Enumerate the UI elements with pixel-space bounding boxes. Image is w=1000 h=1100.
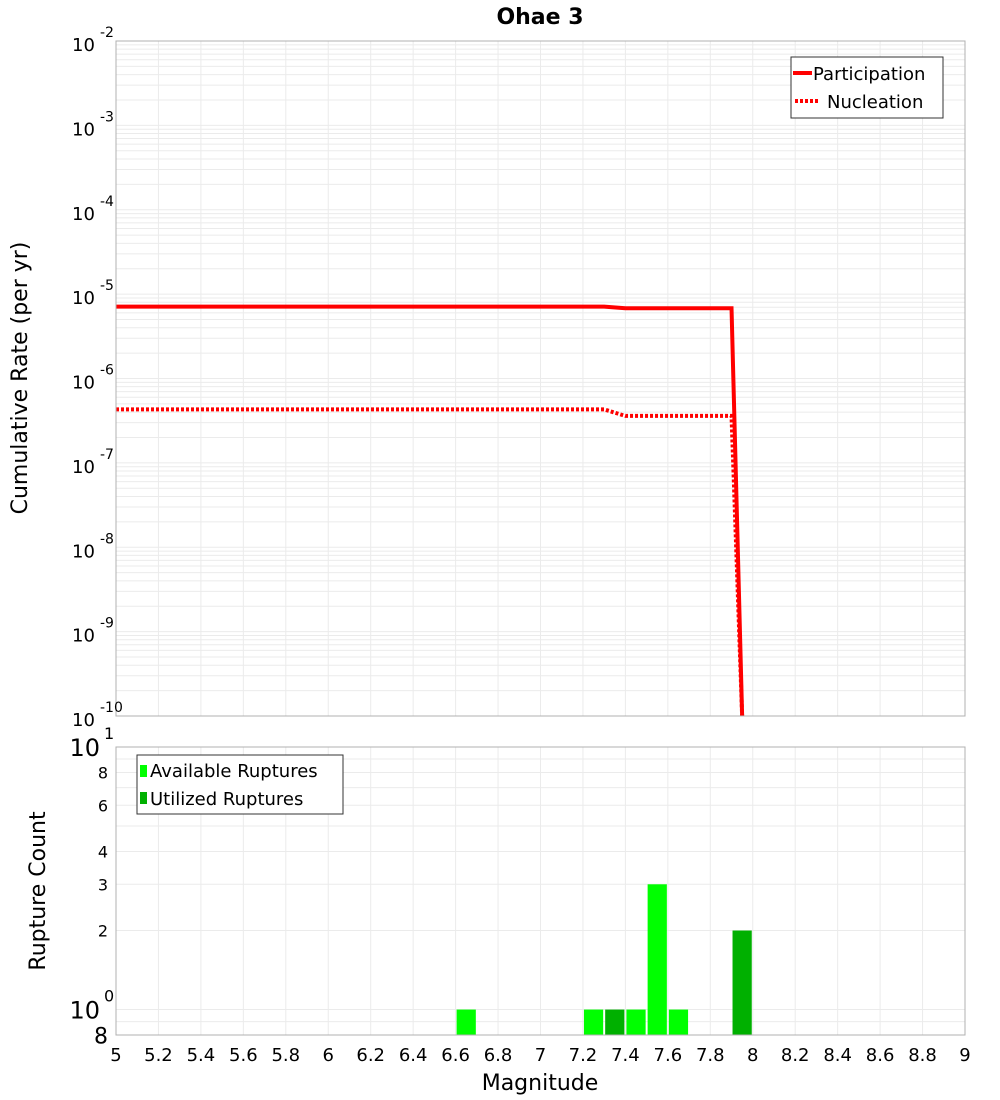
y-tick-exponent: -10	[100, 700, 123, 716]
top-grid	[116, 41, 966, 716]
y-tick-exponent: -7	[100, 447, 114, 463]
bottom-legend: Available Ruptures Utilized Ruptures	[136, 754, 344, 815]
rupture-bar	[732, 930, 752, 1035]
y-tick-label: 10	[69, 734, 100, 762]
legend-utilized: Utilized Ruptures	[150, 789, 303, 810]
y-tick-label: 8	[98, 764, 108, 783]
x-tick-label: 8.4	[823, 1045, 852, 1066]
x-tick-label: 5.2	[144, 1045, 173, 1066]
y-tick-label: 10	[72, 373, 95, 394]
y-tick-label: 10	[72, 288, 95, 309]
y-tick-label: 10	[69, 997, 100, 1025]
y-tick-label: 8	[94, 1024, 108, 1049]
x-tick-label: 5	[110, 1045, 121, 1066]
bottom-y-axis-label: Rupture Count	[26, 811, 51, 971]
x-tick-label: 7	[535, 1045, 546, 1066]
x-tick-label: 6.8	[484, 1045, 513, 1066]
participation-line	[116, 304, 745, 717]
y-tick-label: 10	[72, 457, 95, 478]
x-tick-label: 8.2	[781, 1045, 810, 1066]
legend-available: Available Ruptures	[150, 761, 318, 782]
x-tick-label: 6	[323, 1045, 334, 1066]
chart-title: Ohae 3	[496, 5, 583, 30]
rate-series	[116, 304, 745, 717]
y-tick-label: 10	[72, 626, 95, 647]
y-tick-exponent: -4	[100, 194, 114, 210]
top-y-ticks: 10 -2 10 -3 10 -4 10 -5 10 -6 10 -7 10 -8 10 -9 10 -10	[72, 25, 123, 731]
y-tick-exponent: -9	[100, 616, 114, 632]
y-tick-label: 10	[72, 35, 95, 56]
y-tick-exponent: 0	[104, 987, 114, 1006]
y-tick-label: 10	[72, 204, 95, 225]
x-tick-label: 7.6	[654, 1045, 683, 1066]
x-tick-label: 5.8	[271, 1045, 300, 1066]
y-tick-label: 10	[72, 710, 95, 731]
available-swatch	[140, 765, 147, 777]
y-tick-label: 2	[98, 922, 108, 941]
x-tick-label: 7.8	[696, 1045, 725, 1066]
utilized-swatch	[140, 792, 147, 804]
cumulative-rate-plot: 10 -2 10 -3 10 -4 10 -5 10 -6 10 -7 10 -8 10 -9 10 -10 Cu…	[8, 25, 966, 731]
rupture-bar	[583, 1009, 604, 1035]
y-tick-exponent: -6	[100, 363, 114, 379]
x-axis-label: Magnitude	[482, 1071, 599, 1096]
x-tick-label: 6.2	[356, 1045, 385, 1066]
x-tick-label: 5.6	[229, 1045, 258, 1066]
x-tick-label: 6.4	[399, 1045, 428, 1066]
y-tick-label: 10	[72, 541, 95, 562]
top-legend: Participation Nucleation	[790, 56, 944, 119]
rupture-bar	[647, 884, 667, 1035]
x-tick-label: 7.4	[611, 1045, 640, 1066]
y-tick-label: 10	[72, 119, 95, 140]
legend-nucleation: Nucleation	[827, 92, 923, 113]
x-tick-label: 5.4	[187, 1045, 216, 1066]
y-tick-exponent: -3	[100, 109, 114, 125]
rupture-bars	[456, 884, 752, 1035]
rupture-bar	[668, 1009, 689, 1035]
x-tick-label: 9	[959, 1045, 970, 1066]
y-tick-label: 3	[98, 875, 108, 894]
y-tick-exponent: -8	[100, 531, 114, 547]
x-tick-label: 8.6	[866, 1045, 895, 1066]
y-tick-exponent: 1	[104, 724, 114, 743]
y-tick-exponent: -5	[100, 278, 114, 294]
y-tick-label: 4	[98, 843, 108, 862]
x-tick-label: 8.8	[908, 1045, 937, 1066]
y-tick-exponent: -2	[100, 25, 114, 41]
y-tick-label: 6	[98, 796, 108, 815]
x-ticks: 5 5.2 5.4 5.6 5.8 6 6.2 6.4 6.6 6.8 7 7.2 7.4 7.6 7.8 8…	[110, 1045, 970, 1066]
legend-participation: Participation	[813, 64, 925, 85]
rupture-bar	[626, 1009, 646, 1035]
x-tick-label: 6.6	[441, 1045, 470, 1066]
x-tick-label: 7.2	[569, 1045, 598, 1066]
rupture-bar	[456, 1009, 476, 1035]
top-y-axis-label: Cumulative Rate (per yr)	[8, 242, 33, 515]
rupture-bar	[605, 1009, 625, 1035]
nucleation-line	[116, 407, 745, 717]
x-tick-label: 8	[747, 1045, 758, 1066]
